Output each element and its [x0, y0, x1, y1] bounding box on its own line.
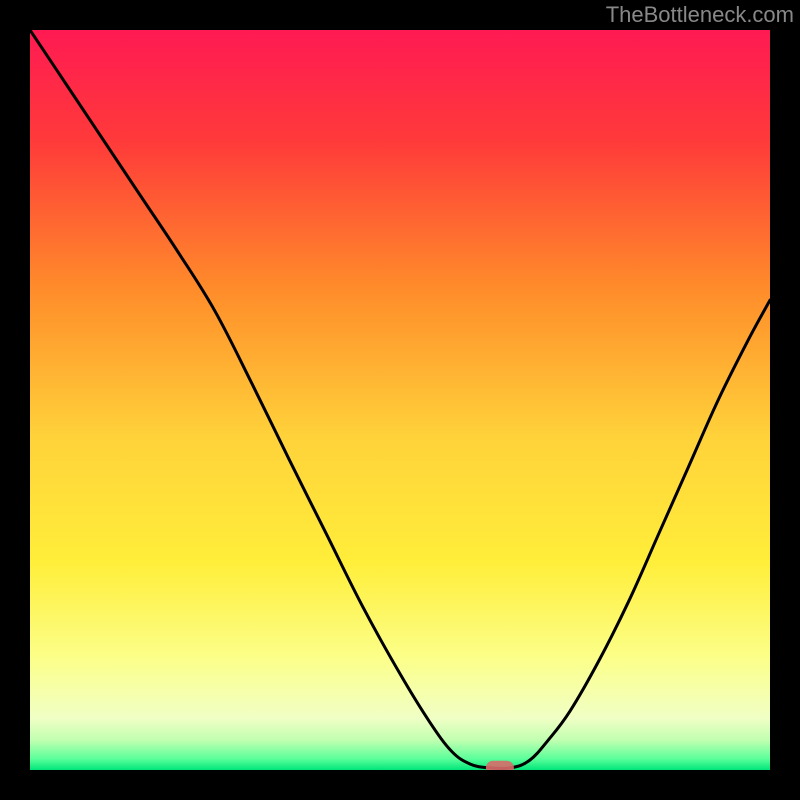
plot-svg — [30, 30, 770, 770]
watermark-text: TheBottleneck.com — [606, 2, 794, 28]
optimal-marker — [486, 761, 514, 770]
bottleneck-chart: TheBottleneck.com — [0, 0, 800, 800]
gradient-background — [30, 30, 770, 770]
